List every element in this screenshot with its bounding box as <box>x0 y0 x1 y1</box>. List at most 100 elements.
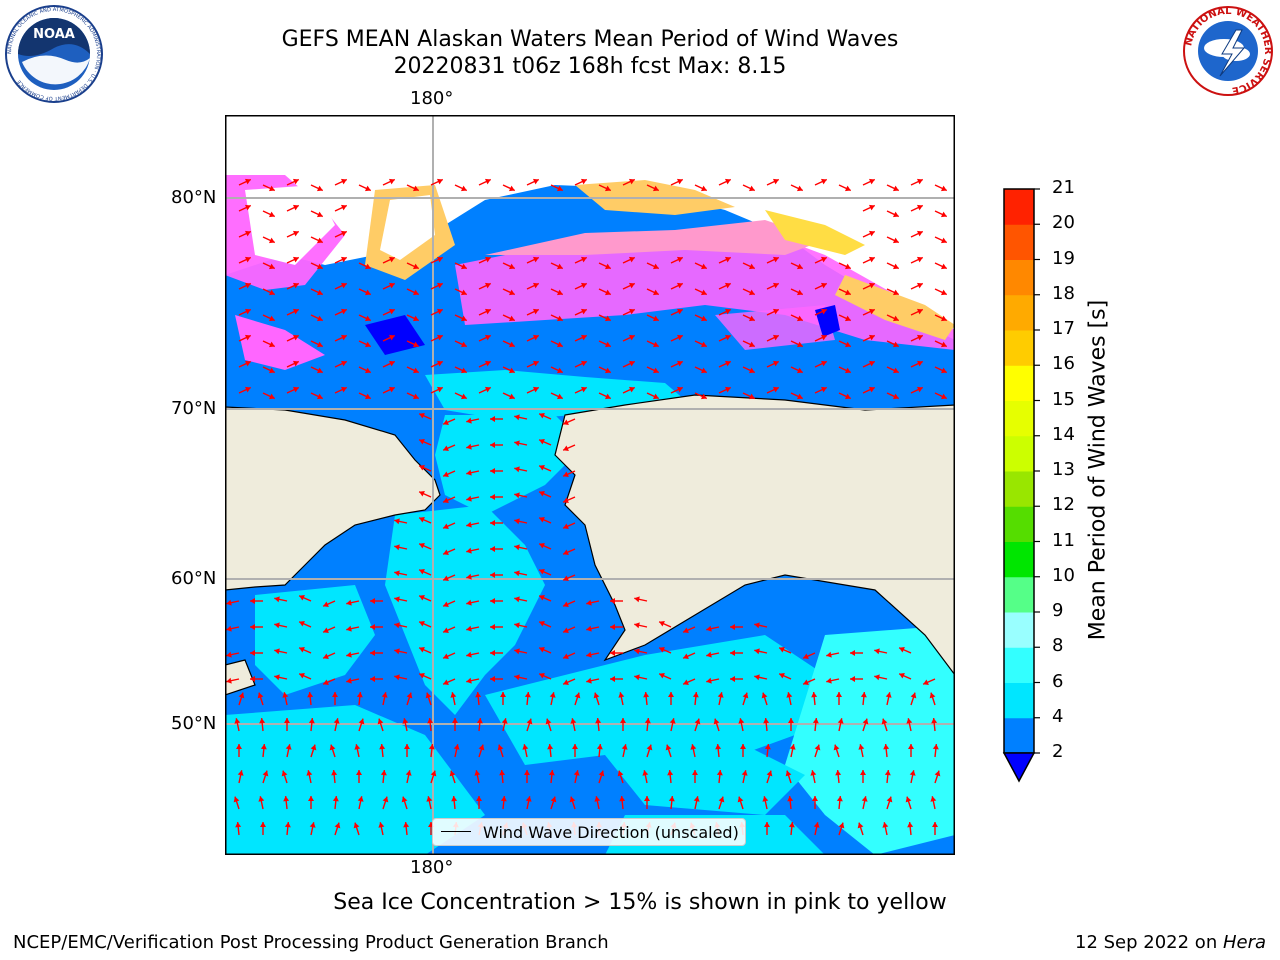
wave-arrow <box>236 744 242 757</box>
legend-line-sample <box>441 831 471 832</box>
wave-arrow <box>838 288 852 296</box>
wave-arrow <box>514 674 528 681</box>
wave-arrow <box>358 314 372 322</box>
noaa-logo-text: NOAA <box>33 27 75 42</box>
colorbar-band <box>1004 717 1034 754</box>
wave-arrow <box>442 652 456 659</box>
wave-arrow <box>763 717 770 732</box>
wave-arrow <box>670 334 684 342</box>
wave-arrow <box>545 718 552 732</box>
wave-arrow <box>718 334 732 342</box>
wave-arrow <box>262 288 276 296</box>
wave-arrow <box>526 386 540 394</box>
wave-arrow <box>370 676 383 682</box>
wave-arrow <box>526 256 540 264</box>
wave-arrow <box>394 648 408 655</box>
wave-arrow <box>646 744 653 758</box>
wave-arrow <box>886 288 900 296</box>
wave-arrow <box>619 795 626 810</box>
wave-arrow <box>237 770 244 784</box>
wave-arrow <box>658 621 672 628</box>
wave-arrow <box>598 288 612 296</box>
wave-arrow <box>670 178 684 186</box>
wave-arrow <box>886 236 900 244</box>
lat-label-60: 60°N <box>171 568 217 589</box>
wave-arrow <box>764 743 771 758</box>
wave-arrow <box>713 718 720 732</box>
wave-arrow <box>478 360 492 368</box>
wave-arrow <box>574 360 588 368</box>
wave-arrow <box>538 543 552 550</box>
wave-arrow <box>478 334 492 342</box>
wave-arrow <box>406 340 420 348</box>
colorbar-bands <box>1004 189 1034 754</box>
wave-arrow <box>862 230 876 238</box>
lon-label-bottom: 180° <box>410 857 454 878</box>
wave-arrow <box>499 769 506 784</box>
wave-arrow <box>282 692 289 706</box>
wave-arrow <box>812 796 818 809</box>
wave-arrow <box>646 366 660 374</box>
wave-arrow <box>586 677 600 684</box>
wave-arrow <box>334 282 348 290</box>
wave-arrow <box>670 360 684 368</box>
wave-arrow <box>788 821 795 836</box>
wave-arrow <box>466 677 480 684</box>
wave-arrow <box>454 184 468 192</box>
wave-arrow <box>790 314 804 322</box>
wave-arrow <box>788 718 794 731</box>
wave-arrow <box>667 769 674 784</box>
wave-arrow <box>908 744 914 757</box>
wave-arrow <box>742 288 756 296</box>
wave-arrow <box>466 443 480 450</box>
wave-arrow <box>356 691 363 706</box>
wave-arrow <box>442 470 456 477</box>
wave-arrow <box>334 822 341 836</box>
wave-arrow <box>274 674 288 681</box>
wave-arrow <box>382 796 389 810</box>
wave-arrow <box>538 647 552 654</box>
footer-host: Hera <box>1222 932 1266 953</box>
wave-arrow <box>382 308 396 316</box>
wave-arrow <box>475 691 482 706</box>
wave-arrow <box>715 743 722 758</box>
wave-arrow <box>934 288 948 296</box>
wave-arrow <box>658 647 672 654</box>
wave-arrow <box>658 673 672 680</box>
wave-arrow <box>717 692 724 706</box>
graticule <box>225 115 955 855</box>
wave-arrow <box>622 282 636 290</box>
wave-arrow <box>418 413 432 420</box>
wave-arrow <box>905 796 912 810</box>
wave-arrow <box>910 230 924 238</box>
wave-arrow <box>394 622 408 629</box>
wave-arrow <box>382 178 396 186</box>
wave-arrow <box>382 334 396 342</box>
wave-arrow <box>428 743 435 758</box>
wave-arrow <box>814 256 828 264</box>
wave-arrow <box>814 282 828 290</box>
wave-arrow <box>310 262 324 270</box>
wave-arrow <box>538 517 552 524</box>
colorbar-band <box>1004 506 1034 542</box>
wave-arrow <box>418 569 432 576</box>
wave-arrow <box>598 314 612 322</box>
wave-arrow <box>814 308 828 316</box>
kamchatka-land <box>225 659 256 696</box>
wave-arrow <box>886 262 900 270</box>
wave-arrow <box>598 184 612 192</box>
wave-arrow <box>226 625 240 632</box>
wave-arrow <box>526 178 540 186</box>
wave-arrow <box>377 718 384 732</box>
wave-arrow <box>766 386 780 394</box>
wave-arrow <box>406 392 420 400</box>
colorbar-band <box>1004 612 1034 648</box>
wave-arrow <box>353 822 360 836</box>
wave-arrow <box>643 691 650 706</box>
wave-arrow <box>333 718 340 732</box>
wave-arrow <box>454 288 468 296</box>
wave-arrow <box>882 822 889 836</box>
wave-arrow <box>425 692 432 706</box>
wave-arrow <box>442 678 456 685</box>
wave-arrow <box>574 178 588 186</box>
